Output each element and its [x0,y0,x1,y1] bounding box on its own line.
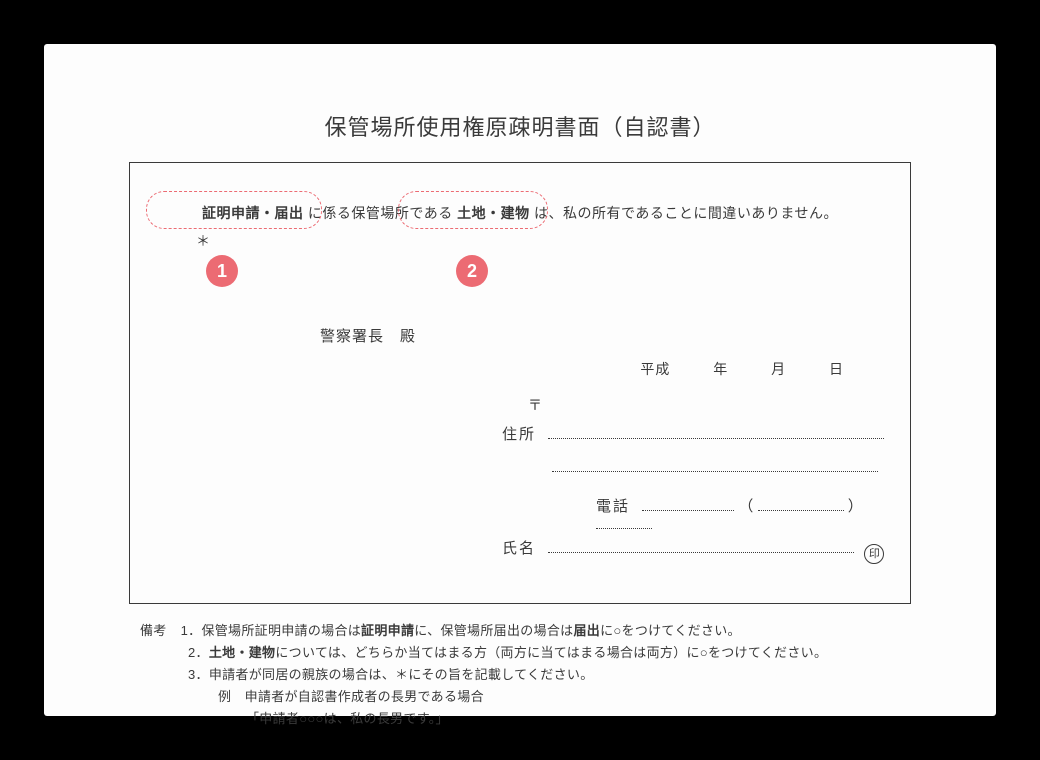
paren-close: ） [848,498,863,515]
address-line-2[interactable] [552,471,878,472]
address-label: 住所 [502,426,536,443]
remark-3: 3．申請者が同居の親族の場合は、＊にその旨を記載してください。 [188,664,827,686]
remark-example-1: 例 申請者が自認書作成者の長男である場合 [218,686,827,708]
tel-line-1[interactable] [642,510,734,511]
era-label: 平成 [640,361,670,377]
date-row: 平成 年 月 日 [620,359,862,379]
postal-mark: 〒 [528,395,542,415]
police-chief-salutation: 警察署長 殿 [320,325,416,346]
telephone-field: 電話 （ ） [596,495,910,533]
remarks-block: 備考1．保管場所証明申請の場合は証明申請に、保管場所届出の場合は届出に○をつけて… [140,620,827,730]
address-field: 住所 [502,423,884,444]
form-title: 保管場所使用権原疎明書面（自認書） [44,110,996,142]
name-label: 氏名 [502,540,536,557]
month-label: 月 [771,361,786,377]
form-page: 保管場所使用権原疎明書面（自認書） 証明申請・届出 に係る保管場所である 土地・… [44,44,996,716]
decl-part4: は、私の所有であることに間違いありません。 [534,205,838,221]
highlight-bubble-2 [398,191,548,229]
tel-line-2[interactable] [758,510,844,511]
telephone-label: 電話 [596,498,630,515]
name-line[interactable] [548,552,854,553]
paren-open: （ [738,498,753,515]
tel-line-3[interactable] [596,528,652,529]
remarks-label: 備考 [140,623,167,638]
annotation-badge-1: 1 [206,255,238,287]
annotation-badge-2: 2 [456,255,488,287]
address-line-1[interactable] [548,438,884,439]
address-field-2 [552,459,878,476]
remark-2: 2．土地・建物については、どちらか当てはまる方（両方に当てはまる場合は両方）に○… [188,642,827,664]
name-field: 氏名 印 [502,537,884,564]
year-label: 年 [713,361,728,377]
asterisk-mark: ＊ [196,231,210,251]
remark-example-2: 「申請者○○○は、私の長男です。」 [246,708,827,730]
form-frame: 証明申請・届出 に係る保管場所である 土地・建物 は、私の所有であることに間違い… [129,162,911,604]
highlight-bubble-1 [146,191,322,229]
day-label: 日 [829,361,844,377]
seal-mark: 印 [864,544,884,564]
